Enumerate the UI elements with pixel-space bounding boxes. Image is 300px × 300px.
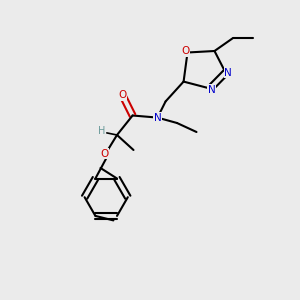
Text: O: O [181, 46, 189, 56]
Text: O: O [118, 90, 126, 100]
Text: N: N [154, 112, 161, 123]
Text: O: O [100, 148, 108, 159]
Text: N: N [224, 68, 232, 78]
Text: N: N [208, 85, 215, 95]
Text: H: H [98, 126, 105, 136]
